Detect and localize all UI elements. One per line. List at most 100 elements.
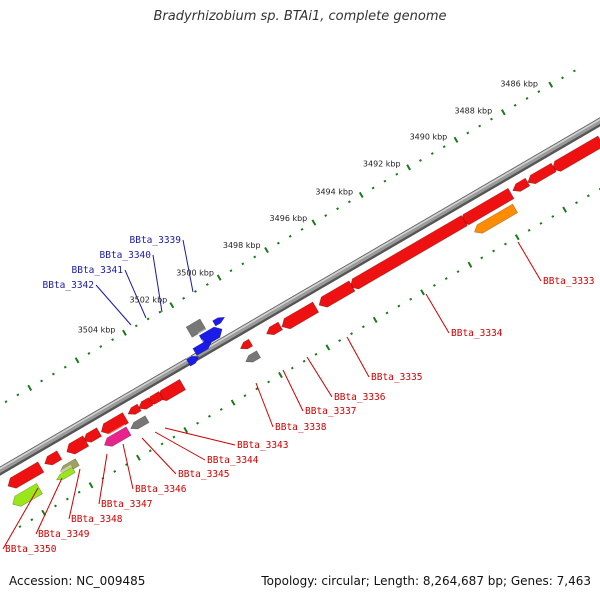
label-leader-line [346,336,370,378]
outer-tick [40,379,44,383]
inner-tick [148,449,152,453]
gene-block-rev-bevel [282,299,313,319]
inner-tick [467,261,473,268]
inner-tick [551,215,555,218]
accession-text: Accession: NC_009485 [9,574,146,588]
outer-tick [51,372,55,376]
gene-label: BBta_3339 [130,235,182,246]
label-leader-line [124,269,147,319]
outer-tick [371,186,375,190]
inner-tick [492,249,496,253]
gene-block-rev-bevel [58,464,73,475]
tick-label: 3488 kbp [455,106,493,115]
inner-tick [350,332,353,336]
gene-label: BBta_3341 [72,265,124,276]
tick-label: 3502 kbp [130,295,168,304]
inner-tick [125,463,129,467]
inner-tick [432,283,436,287]
label-leader-line [68,468,81,520]
outer-tick [205,283,209,286]
outer-tick [27,384,33,391]
inner-tick [243,394,247,398]
inner-tick [255,387,259,391]
gene-block-rev-bevel [84,425,97,434]
gene-block-rev-bevel [102,410,123,424]
gene-block-fwd-bevel [191,339,205,349]
gene-block-rev-bevel [159,376,180,391]
gene-block-rev [460,187,515,226]
genome-backbone [0,117,600,476]
inner-tick [230,399,236,406]
gene-label: BBta_3337 [305,406,356,417]
inner-tick [338,339,342,342]
gene-block-rev [239,338,254,350]
outer-tick [99,345,103,348]
reverse-gene-track [7,133,600,507]
inner-tick [207,414,211,418]
tick-label: 3490 kbp [410,133,448,142]
gene-block-rev-bevel [148,388,159,397]
inner-tick [539,221,543,225]
inner-tick [183,427,189,434]
gene-block-rev [83,427,103,443]
inner-tick [136,454,141,461]
inner-tick [290,366,294,370]
label-leader-line [154,431,206,461]
inner-tick [77,490,81,494]
outer-tick [74,357,80,364]
gene-label: BBta_3343 [237,440,288,451]
label-leader-line [425,293,450,334]
label-leader-line [2,487,39,550]
label-leader-line [282,369,304,412]
label-leader-line [95,284,132,326]
outer-tick [87,352,91,355]
inner-tick [586,194,590,198]
inner-tick [575,201,578,205]
gene-label: BBta_3349 [38,529,90,540]
outer-tick [276,241,280,245]
gene-label: BBta_3350 [5,544,57,555]
gene-label: BBta_3346 [135,484,187,495]
inner-tick [65,497,69,501]
forward-gene-track [184,315,226,367]
inner-tick [219,408,223,411]
inner-tick [456,270,460,274]
outer-tick [500,109,506,116]
gene-block-rev [12,482,43,507]
gene-block-rev-bevel [61,456,76,466]
outer-tick [300,227,304,231]
inner-tick [385,311,389,315]
label-leader-line [152,254,163,313]
gene-block-rev-bevel [242,336,249,343]
outer-tick [336,207,340,211]
outer-tick [194,289,197,293]
inner-tick [397,304,401,308]
gene-block-rev [127,403,142,415]
outer-tick [453,136,459,143]
gene-block-rev-bevel [105,424,127,438]
outer-tick-track [4,69,576,404]
gene-block-rev [100,412,130,435]
gene-block-rev [158,378,187,402]
label-leader-line [98,453,108,505]
tick-labels: 3486 kbp 3488 kbp 3490 kbp 3492 kbp 3494 kbp… [78,80,538,335]
gene-block-rev-bevel [553,133,598,161]
gene-block-rev-bevel [13,480,37,496]
label-leader-line [517,241,542,282]
gene-block-rev [349,214,468,290]
inner-tick [88,482,94,489]
backbone-highlight [0,118,600,470]
gene-block-rev-bevel [461,185,508,215]
gene-block-rev [7,461,45,489]
inner-tick [302,359,306,363]
inner-tick [267,380,271,384]
inner-tick [503,242,507,246]
label-leader-line [141,437,177,475]
outer-tick [406,164,411,171]
outer-tick [324,214,328,218]
gene-block-rev [281,301,320,330]
outer-tick [572,69,576,73]
outer-tick [169,302,175,309]
inner-tick [18,525,22,529]
gene-label: BBta_3338 [275,422,327,433]
